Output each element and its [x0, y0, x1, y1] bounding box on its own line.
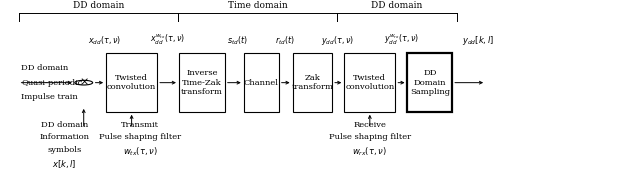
FancyBboxPatch shape [344, 54, 396, 112]
Text: Twisted
convolution: Twisted convolution [107, 74, 156, 91]
Text: Zak
transform: Zak transform [291, 74, 333, 91]
FancyBboxPatch shape [408, 54, 452, 112]
Text: DD domain: DD domain [371, 1, 422, 10]
Text: Information: Information [40, 134, 90, 141]
Text: DD domain: DD domain [73, 1, 124, 10]
Text: ×: × [79, 78, 88, 88]
Text: Twisted
convolution: Twisted convolution [345, 74, 394, 91]
Text: $r_{td}(t)$: $r_{td}(t)$ [275, 34, 295, 47]
Text: $y_{dd}^{w_{rx}}(\tau,\nu)$: $y_{dd}^{w_{rx}}(\tau,\nu)$ [384, 32, 419, 47]
Text: DD
Domain
Sampling: DD Domain Sampling [410, 69, 450, 96]
Text: Pulse shaping filter: Pulse shaping filter [99, 134, 181, 141]
FancyBboxPatch shape [292, 54, 332, 112]
FancyBboxPatch shape [244, 54, 279, 112]
Text: $x_{dd}(\tau,\nu)$: $x_{dd}(\tau,\nu)$ [88, 34, 122, 47]
Text: $x_{dd}^{w_{tx}}(\tau,\nu)$: $x_{dd}^{w_{tx}}(\tau,\nu)$ [150, 32, 186, 47]
Text: Quasi-periodic: Quasi-periodic [21, 79, 83, 87]
Text: DD domain: DD domain [21, 65, 68, 72]
Text: $y_{dd}[k,l]$: $y_{dd}[k,l]$ [463, 34, 495, 47]
Text: $w_{tx}(\tau,\nu)$: $w_{tx}(\tau,\nu)$ [123, 146, 157, 159]
Text: $s_{td}(t)$: $s_{td}(t)$ [227, 34, 248, 47]
Text: Pulse shaping filter: Pulse shaping filter [329, 134, 411, 141]
Text: Impulse train: Impulse train [21, 93, 78, 101]
Text: DD domain: DD domain [41, 121, 88, 129]
FancyBboxPatch shape [179, 54, 225, 112]
Text: Channel: Channel [244, 79, 279, 87]
Text: $x[k,l]$: $x[k,l]$ [52, 159, 77, 170]
FancyBboxPatch shape [106, 54, 157, 112]
Text: Inverse
Time-Zak
transform: Inverse Time-Zak transform [181, 69, 223, 96]
Text: Time domain: Time domain [228, 1, 287, 10]
Text: $y_{dd}(\tau,\nu)$: $y_{dd}(\tau,\nu)$ [321, 34, 355, 47]
Text: $w_{rx}(\tau,\nu)$: $w_{rx}(\tau,\nu)$ [353, 146, 387, 159]
Text: Receive: Receive [353, 121, 387, 129]
Text: symbols: symbols [47, 146, 82, 154]
Text: Transmit: Transmit [121, 121, 159, 129]
